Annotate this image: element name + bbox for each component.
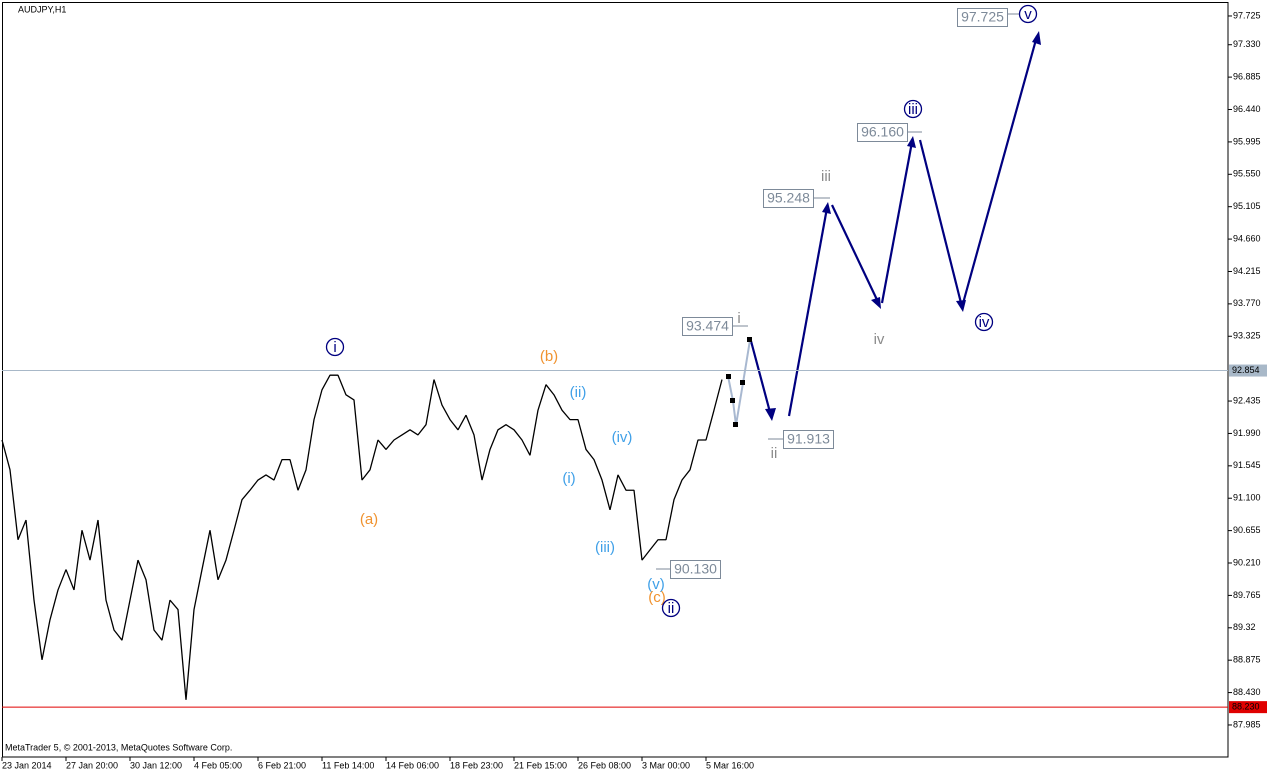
projection-arrow [787, 207, 829, 417]
price-box-label: 90.130 [674, 561, 717, 577]
arrow-head [822, 202, 831, 214]
y-tick-label: 89.32 [1233, 622, 1256, 632]
x-tick-label: 27 Jan 20:00 [66, 760, 118, 770]
price-box-label: 97.725 [961, 9, 1004, 25]
sub-wave-dot [733, 422, 738, 427]
projection-arrow [749, 340, 773, 417]
price-box-label: 95.248 [767, 190, 810, 206]
x-tick-label: 3 Mar 00:00 [642, 760, 690, 770]
y-tick-label: 93.325 [1233, 331, 1261, 341]
projection [749, 35, 1039, 417]
x-tick-label: 6 Feb 21:00 [258, 760, 306, 770]
y-tick-label: 90.210 [1233, 557, 1261, 567]
y-tick-label: 95.105 [1233, 201, 1261, 211]
arrow-head [1032, 31, 1041, 45]
sub-wave [726, 337, 752, 427]
x-tick-label: 18 Feb 23:00 [450, 760, 503, 770]
arrow-head [871, 297, 881, 309]
x-tick-label: 30 Jan 12:00 [130, 760, 182, 770]
price-box-label: 96.160 [861, 124, 904, 140]
price-tag [1229, 364, 1267, 377]
y-tick-label: 90.655 [1233, 525, 1261, 535]
y-tick-label: 91.100 [1233, 493, 1261, 503]
wave-label: ii [668, 600, 675, 617]
price-line-series [1, 374, 723, 700]
footer: MetaTrader 5, © 2001-2013, MetaQuotes So… [5, 742, 232, 752]
wave-label: iv [979, 314, 990, 331]
wave-label: (i) [562, 470, 575, 487]
wave-label: iv [874, 331, 885, 348]
x-tick-label: 5 Mar 16:00 [706, 760, 754, 770]
wave-label: (ii) [570, 384, 587, 401]
y-tick-label: 88.875 [1233, 655, 1261, 665]
x-tick-label: 21 Feb 15:00 [514, 760, 567, 770]
arrow-head [765, 408, 776, 421]
wave-label: (v) [647, 576, 665, 593]
price-box-label: 91.913 [787, 431, 830, 447]
x-tick-label: 26 Feb 08:00 [578, 760, 631, 770]
sub-wave-dot [740, 380, 745, 385]
wave-label: v [1024, 6, 1032, 23]
x-tick-label: 4 Feb 05:00 [194, 760, 242, 770]
wave-label: ii [771, 445, 778, 462]
price-box [857, 123, 908, 142]
y-tick-label: 97.330 [1233, 39, 1261, 49]
projection-arrow [918, 139, 964, 308]
price-tag-label: 88.230 [1232, 702, 1260, 712]
y-tick-label: 88.430 [1233, 687, 1261, 697]
y-tick-label: 93.770 [1233, 298, 1261, 308]
wave-circle [325, 337, 345, 357]
wave-label: (iv) [612, 429, 633, 446]
x-tick-label: 14 Feb 06:00 [386, 760, 439, 770]
price-box [957, 8, 1008, 27]
wave-circle [903, 99, 923, 119]
sub-wave-dot [747, 337, 752, 342]
y-tick-label: 96.440 [1233, 104, 1261, 114]
wave-label: iii [821, 168, 831, 185]
wave-label: i [333, 339, 336, 356]
wave-label: (iii) [595, 539, 615, 556]
y-tick-label: 89.765 [1233, 590, 1261, 600]
price-box-label: 93.474 [686, 318, 729, 334]
wave-label: i [737, 310, 740, 327]
wave-label: (c) [648, 589, 666, 606]
sub-wave-dot [726, 374, 731, 379]
wave-circle [1018, 4, 1038, 24]
x-tick-label: 23 Jan 2014 [2, 760, 52, 770]
y-tick-label: 92.435 [1233, 395, 1261, 405]
y-tick-label: 95.550 [1233, 169, 1261, 179]
y-tick-label: 97.725 [1233, 10, 1261, 20]
y-tick-label: 87.985 [1233, 719, 1261, 729]
price-box [670, 560, 721, 579]
x-tick-label: 11 Feb 14:00 [322, 760, 374, 770]
wave-circle [974, 312, 994, 332]
y-tick-label: 96.885 [1233, 71, 1261, 81]
projection-arrow [880, 141, 914, 304]
plot-frame [2, 2, 1229, 758]
wave-circle [661, 598, 681, 618]
arrow-head [907, 136, 916, 148]
price-box [783, 430, 834, 449]
price-box [763, 189, 814, 208]
projection-arrow [831, 204, 880, 305]
wave-label: iii [908, 101, 918, 118]
projection-arrow [960, 35, 1039, 308]
y-tick-label: 95.995 [1233, 136, 1261, 146]
price-box [682, 317, 733, 336]
y-tick-label: 91.990 [1233, 428, 1261, 438]
y-tick-label: 91.545 [1233, 460, 1261, 470]
wave-label: (a) [360, 511, 378, 528]
arrow-heads [765, 31, 1041, 421]
price-tag [1229, 701, 1267, 714]
wave-label: (b) [540, 348, 558, 365]
chart-title: AUDJPY,H1 [18, 4, 66, 14]
sub-wave-dot [730, 398, 735, 403]
arrow-head [956, 300, 966, 312]
y-tick-label: 94.660 [1233, 233, 1261, 243]
y-tick-label: 94.215 [1233, 266, 1261, 276]
price-tag-label: 92.854 [1232, 365, 1260, 375]
